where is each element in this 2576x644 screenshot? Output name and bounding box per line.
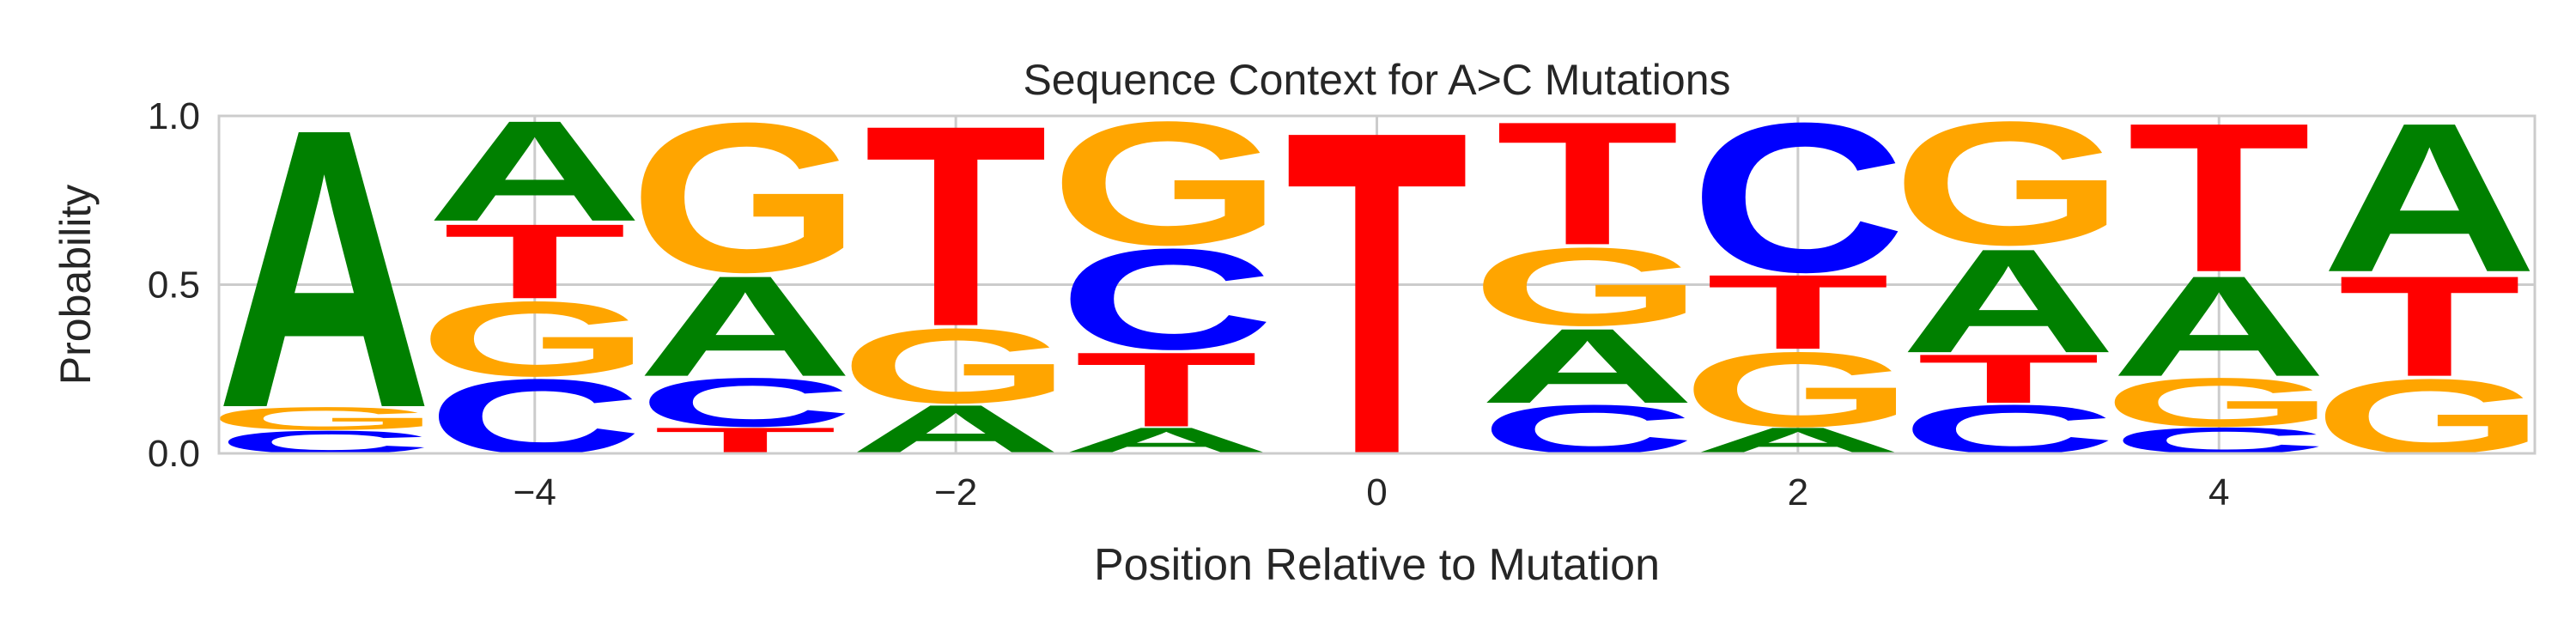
x-tick-label: 2 [1788, 471, 1808, 513]
logo-letter-g: G [629, 79, 862, 317]
logo-letter-t: T [2128, 79, 2311, 317]
axes-frame [217, 114, 2537, 455]
logo-letter-c: C [1900, 391, 2117, 468]
logo-letter-t: T [864, 66, 1047, 386]
logo-letter-a: A [1479, 307, 1696, 426]
logo-letter-g: G [208, 400, 441, 436]
logo-letter-c: C [1690, 79, 1906, 317]
logo-letter-t: T [2338, 246, 2521, 407]
x-tick-label: 4 [2208, 471, 2229, 513]
x-tick-label: −2 [934, 471, 977, 513]
logo-letter-a: A [2111, 246, 2327, 407]
logo-letter-a: A [1900, 219, 2117, 384]
logo-letter-g: G [1049, 85, 1283, 282]
logo-letter-a: A [637, 246, 854, 407]
logo-letter-t: T [1075, 330, 1258, 449]
logo-letter-a: A [2321, 79, 2537, 317]
logo-letter-c: C [1058, 219, 1274, 380]
logo-letter-g: G [1471, 225, 1704, 349]
logo-letter-c: C [427, 357, 643, 477]
logo-letter-t: T [1285, 35, 1468, 552]
y-tick-label: 0.5 [148, 264, 200, 307]
logo-letter-t: T [1496, 85, 1679, 282]
x-axis-label: Position Relative to Mutation [1094, 540, 1660, 590]
logo-letter-c: C [637, 364, 854, 441]
x-tick-label: 0 [1366, 471, 1387, 513]
logo-letter-t: T [443, 202, 626, 321]
logo-letter-a: A [848, 391, 1064, 468]
logo-letter-g: G [418, 279, 652, 398]
tick-labels: −4 −2 0 2 4 0.0 0.5 1.0 [148, 95, 2230, 513]
logo-letter-g: G [2313, 357, 2547, 477]
logo-letter-a: A [427, 91, 643, 252]
logo-letter-g: G [1892, 85, 2125, 282]
y-tick-label: 1.0 [148, 95, 200, 137]
logo-letter-t: T [1706, 252, 1889, 372]
y-axis-label: Probability [52, 185, 100, 385]
logo-letter-g: G [839, 307, 1072, 426]
logo-letter-g: G [1681, 330, 1915, 449]
logo-letter-a: A [216, 46, 432, 490]
y-tick-label: 0.0 [148, 433, 200, 475]
logo-letter-c: C [1479, 391, 1696, 468]
chart-title: Sequence Context for A>C Mutations [1023, 56, 1730, 104]
logo-letter-t: T [1917, 340, 2099, 417]
x-tick-label: −4 [513, 471, 556, 513]
logo-letter-g: G [2102, 364, 2336, 441]
